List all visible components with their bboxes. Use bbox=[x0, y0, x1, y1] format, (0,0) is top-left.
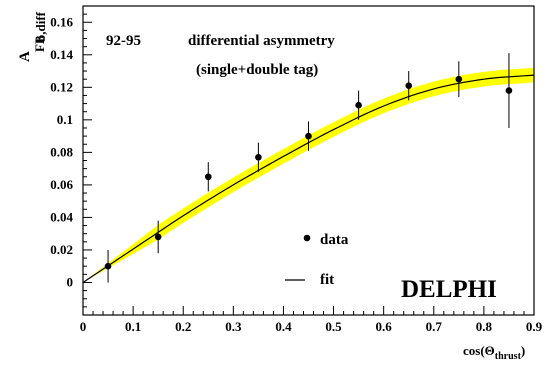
y-axis-title-superscript: b,diff bbox=[33, 11, 48, 42]
x-tick-label: 0.8 bbox=[476, 319, 493, 334]
data-point-marker bbox=[204, 173, 212, 181]
y-tick-label: 0.14 bbox=[50, 47, 73, 62]
data-point bbox=[204, 162, 212, 192]
x-axis-title-subscript: thrust bbox=[495, 351, 522, 362]
data-point-marker bbox=[355, 101, 362, 109]
y-tick-label: 0.02 bbox=[50, 242, 73, 257]
legend: data fit bbox=[285, 232, 349, 288]
data-point bbox=[455, 61, 463, 98]
x-tick-label: 0.6 bbox=[376, 319, 393, 334]
chart-title-line1: differential asymmetry bbox=[188, 33, 335, 49]
y-tick-label: 0.08 bbox=[50, 144, 73, 159]
y-axis-title: A b,diff FB bbox=[17, 11, 48, 62]
data-point bbox=[405, 71, 413, 101]
data-point-marker bbox=[154, 233, 162, 241]
data-point-marker bbox=[305, 132, 312, 140]
x-axis-title: cos(Θthrust) bbox=[463, 343, 525, 362]
data-point-marker bbox=[505, 87, 513, 94]
x-tick-label: 0 bbox=[80, 319, 87, 334]
x-tick-label: 0.7 bbox=[426, 319, 443, 334]
legend-data-label: data bbox=[320, 232, 349, 248]
legend-data-marker bbox=[303, 234, 311, 242]
data-point-marker bbox=[255, 153, 262, 161]
y-tick-label: 0.06 bbox=[50, 177, 73, 192]
data-point-marker bbox=[405, 82, 413, 89]
data-point bbox=[505, 53, 513, 128]
data-point bbox=[355, 90, 362, 120]
x-tick-label: 0.3 bbox=[225, 319, 242, 334]
delphi-logo: DELPHI bbox=[401, 276, 497, 303]
y-tick-label: 0.1 bbox=[57, 112, 73, 127]
x-tick-label: 0.1 bbox=[125, 319, 141, 334]
data-point bbox=[104, 249, 112, 283]
years-label: 92-95 bbox=[106, 33, 141, 49]
axis-layer: 0 0.1 0.2 0.3 0.4 0.5 0.6 0.7 0.8 0.9 0 0.02 0.04 0.0… bbox=[50, 13, 543, 334]
y-axis-title-main: A bbox=[17, 51, 33, 62]
chart-title-line2: (single+double tag) bbox=[196, 62, 318, 78]
y-tick-label: 0.04 bbox=[50, 209, 73, 224]
data-point bbox=[255, 142, 262, 172]
y-axis-title-subscript: FB bbox=[32, 35, 47, 52]
x-axis-title-main: cos(Θ bbox=[463, 343, 495, 358]
x-tick-label: 0.2 bbox=[175, 319, 191, 334]
data-points-layer bbox=[104, 53, 513, 283]
y-tick-label: 0.12 bbox=[50, 79, 73, 94]
data-point bbox=[154, 220, 162, 254]
x-tick-label: 0.5 bbox=[325, 319, 342, 334]
data-point bbox=[305, 121, 312, 151]
x-tick-label: 0.4 bbox=[275, 319, 292, 334]
data-point-marker bbox=[455, 75, 463, 83]
x-axis-title-close: ) bbox=[521, 343, 525, 358]
data-point-marker bbox=[104, 262, 112, 270]
legend-fit-label: fit bbox=[320, 272, 334, 288]
y-tick-label: 0.16 bbox=[50, 14, 73, 29]
x-tick-label: 0.9 bbox=[526, 319, 543, 334]
y-tick-label: 0 bbox=[67, 274, 74, 289]
